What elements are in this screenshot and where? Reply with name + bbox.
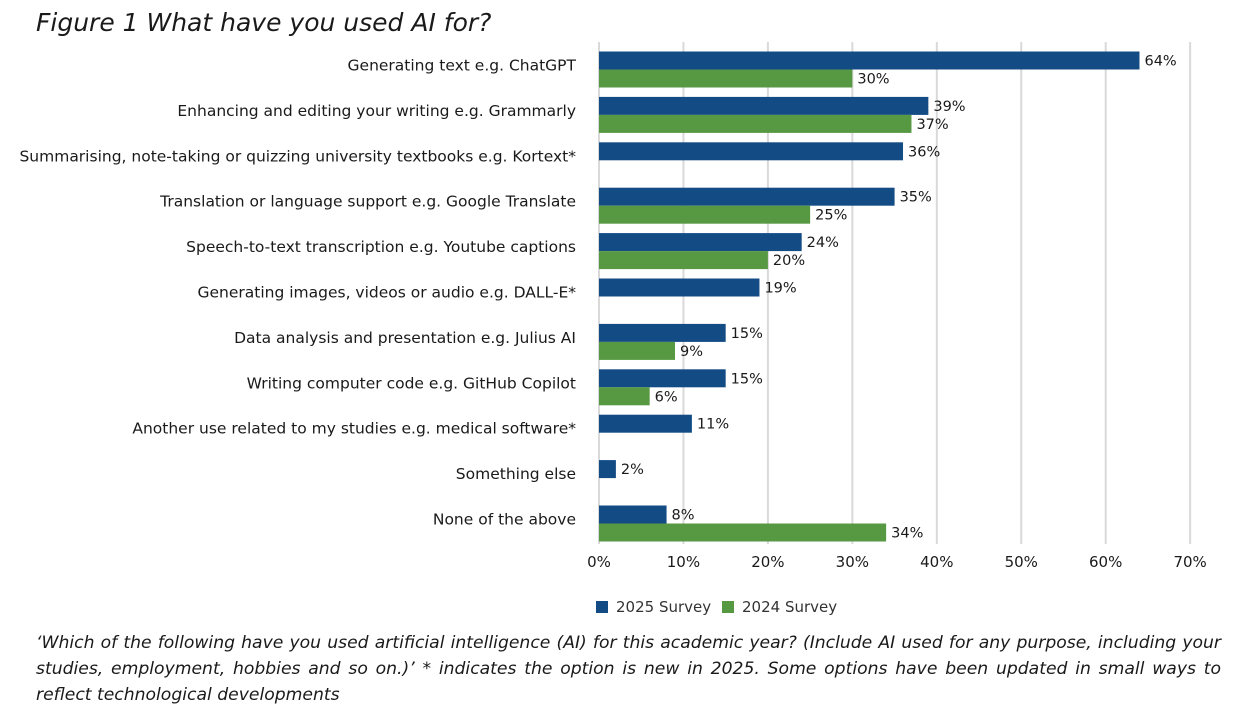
x-axis-ticks: 0% 10% 20% 30% 40% 50% 60% 70% [587,553,1207,571]
bar [599,251,768,270]
x-tick-label: 30% [836,553,869,571]
category-label: Translation or language support e.g. Goo… [159,193,576,211]
data-label: 8% [672,508,695,524]
x-tick-label: 10% [667,553,700,571]
data-label: 9% [680,344,703,360]
bar [599,369,726,388]
data-label: 2% [621,462,644,478]
bar [599,414,692,433]
bar [599,505,667,524]
data-label: 24% [807,235,839,251]
data-label: 37% [916,117,948,133]
x-tick-label: 0% [587,553,611,571]
bar [599,278,760,297]
category-label: Generating images, videos or audio e.g. … [197,284,576,302]
x-tick-label: 70% [1173,553,1206,571]
category-label: Writing computer code e.g. GitHub Copilo… [247,374,576,392]
x-tick-label: 60% [1089,553,1122,571]
x-tick-label: 20% [751,553,784,571]
bar-chart: 64%30%39%37%36%35%25%24%20%19%15%9%15%6%… [19,42,1207,616]
bar [599,114,912,133]
data-label: 34% [891,526,923,542]
data-label: 19% [764,281,796,297]
legend: 2025 Survey 2024 Survey [596,598,837,616]
bar [599,96,929,115]
bar [599,460,616,479]
category-label: Speech-to-text transcription e.g. Youtub… [186,238,576,256]
figure-caption: ‘Which of the following have you used ar… [36,633,1221,705]
category-label: Something else [456,465,576,483]
bar [599,69,853,88]
bar [599,323,726,342]
legend-swatch [596,601,608,613]
category-label: Enhancing and editing your writing e.g. … [177,102,576,120]
category-label: Generating text e.g. ChatGPT [348,57,577,75]
bar [599,142,904,161]
bars: 64% 30% 39% 37% 36% 35% 25% 24%20% 19% 15% 9% 15% 6%… [599,51,1177,542]
legend-swatch [722,601,734,613]
data-label: 20% [773,253,805,269]
data-label: 25% [815,208,847,224]
data-label: 39% [933,99,965,115]
data-label: 64% [1144,54,1176,70]
data-label: 15% [731,326,763,342]
bar [599,233,802,252]
bar [599,341,676,360]
bar [599,387,650,406]
bar [599,51,1140,70]
category-label: Data analysis and presentation e.g. Juli… [234,329,576,347]
data-label: 36% [908,144,940,160]
category-labels: Generating text e.g. ChatGPT Enhancing an… [19,57,576,529]
category-label: Another use related to my studies e.g. m… [132,420,576,438]
data-label: 11% [697,417,729,433]
x-tick-label: 40% [920,553,953,571]
data-label: 35% [900,190,932,206]
legend-label: 2024 Survey [742,598,837,616]
figure-title: Figure 1 What have you used AI for? [36,8,492,37]
data-label: 15% [731,371,763,387]
data-label: 30% [857,72,889,88]
bar [599,523,887,542]
category-label: Summarising, note-taking or quizzing uni… [19,147,576,165]
legend-label: 2025 Survey [616,598,711,616]
x-tick-label: 50% [1005,553,1038,571]
bar [599,187,895,206]
bar [599,205,811,224]
category-label: None of the above [433,511,576,529]
data-label: 6% [655,389,678,405]
